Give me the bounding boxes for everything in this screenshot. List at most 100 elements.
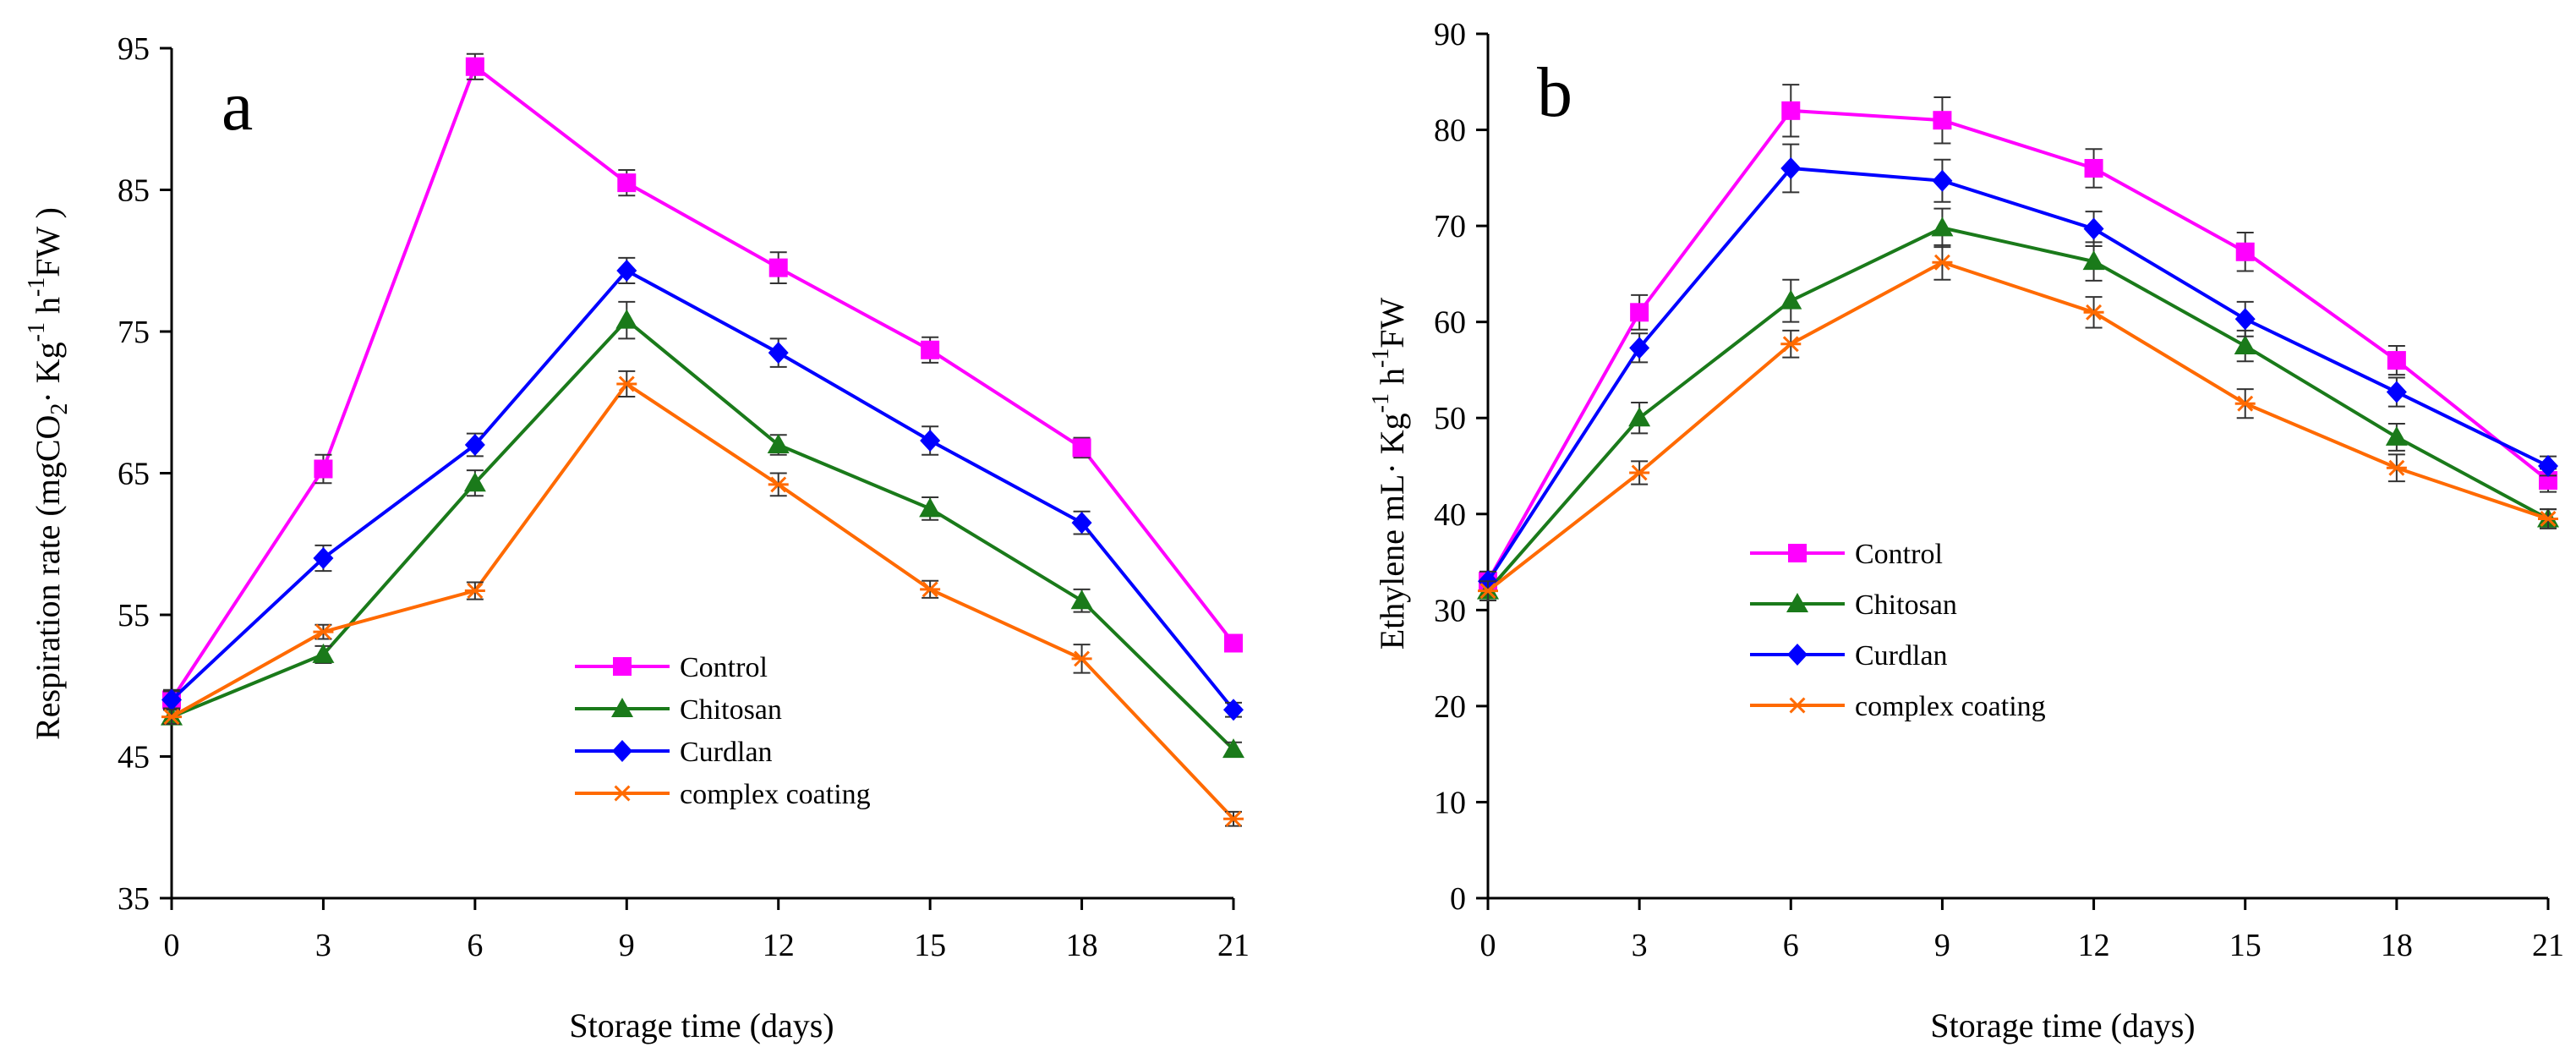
panel-a-series-control-line xyxy=(170,63,1235,701)
panel-a-series-complex-coating-point xyxy=(464,583,485,599)
panel-b-series-chitosan-point xyxy=(2082,250,2105,271)
panel-a-series-control-point xyxy=(314,459,333,479)
panel-b-series-control-point xyxy=(1781,101,1801,120)
panel-b-legend-label: Chitosan xyxy=(1855,589,1957,621)
panel-b-series-chitosan-point xyxy=(1780,289,1802,310)
panel-a-series-curdlan-point xyxy=(464,434,485,456)
panel-b-series-control-point xyxy=(2235,242,2255,261)
panel-a-x-tick-label: 6 xyxy=(467,928,483,963)
panel-b-series-curdlan-point xyxy=(2386,381,2407,403)
panel-a-legend-label: Control xyxy=(680,652,768,683)
panel-a-series-complex-coating-point xyxy=(161,709,182,726)
panel-a-y-tick-label: 75 xyxy=(118,315,150,350)
panel-b-y-tick-label: 10 xyxy=(1434,785,1466,820)
panel-b-x-tick-label: 9 xyxy=(1934,928,1950,963)
panel-a-series-complex-coating-point xyxy=(920,581,941,598)
panel-a-series-control-point xyxy=(465,57,484,76)
panel-b-series-complex-coating-line xyxy=(1486,260,2549,593)
panel-b-series-curdlan-point xyxy=(1932,169,1953,192)
panel-a-series-curdlan-line xyxy=(170,268,1235,711)
panel-a-series-control xyxy=(162,52,1243,711)
panel-a-legend-item: Chitosan xyxy=(575,694,782,726)
panel-a-legend-item: complex coating xyxy=(575,779,871,810)
panel-a-x-axis-title: Storage time (days) xyxy=(569,1006,834,1044)
panel-a-series-chitosan-point xyxy=(463,472,486,492)
panel-b-series-curdlan-point xyxy=(2234,308,2256,331)
panel-a-series-complex-coating xyxy=(161,370,1244,827)
panel-a-series-control-point xyxy=(617,173,637,193)
panel-b-series-curdlan-point xyxy=(1780,156,1802,179)
panel-a-series-curdlan-point xyxy=(1223,699,1244,721)
panel-a-legend: Control Chitosan Curdlan complex coating xyxy=(575,652,871,810)
panel-a-x-tick-label: 18 xyxy=(1066,928,1098,963)
panel-a-series-complex-coating-point xyxy=(1223,810,1244,827)
panel-b-legend-item: complex coating xyxy=(1750,691,2046,722)
panel-b-legend-marker xyxy=(1788,544,1807,562)
panel-b-series-chitosan-point xyxy=(2385,425,2408,446)
panel-b-legend-item: Curdlan xyxy=(1750,640,1948,672)
panel-a-series-curdlan-point xyxy=(768,342,789,365)
panel-a-x-tick-label: 12 xyxy=(763,928,795,963)
panel-a-label: a xyxy=(222,67,253,145)
panel-b-series-complex-coating-point xyxy=(2538,510,2558,527)
panel-a-legend-marker xyxy=(612,740,632,762)
panel-b-y-tick-label: 60 xyxy=(1434,305,1466,341)
panel-b-y-tick-label: 50 xyxy=(1434,401,1466,436)
panel-a-series-control-point xyxy=(768,258,788,277)
panel-a-legend-marker xyxy=(611,698,633,717)
panel-b-series-control-point xyxy=(2084,158,2103,178)
panel-a-series-control-point xyxy=(1224,633,1243,653)
panel-b-x-tick-label: 15 xyxy=(2229,928,2262,963)
panel-a-series-control-point xyxy=(1072,438,1091,458)
panel-a-series-complex-coating-point xyxy=(1071,650,1092,667)
panel-a-legend-marker xyxy=(613,657,632,676)
panel-a: a Storage time (days) Respiration rate (… xyxy=(24,31,1250,1044)
panel-b-legend-marker xyxy=(1787,644,1808,666)
panel-b-legend: Control Chitosan Curdlan complex coating xyxy=(1750,539,2046,722)
panel-b-series-complex-coating-point xyxy=(1629,464,1650,481)
panel-a-series-complex-coating-point xyxy=(616,376,637,392)
panel-b-series-complex-coating-point xyxy=(2386,459,2407,476)
panel-b-series-chitosan-point xyxy=(1931,217,1954,237)
panel-b-x-tick-label: 0 xyxy=(1480,928,1496,963)
panel-a-legend-label: Curdlan xyxy=(680,737,773,768)
panel-a-y-tick-label: 35 xyxy=(118,881,150,917)
panel-a-x-tick-label: 21 xyxy=(1217,928,1250,963)
panel-b-y-tick-label: 70 xyxy=(1434,209,1466,244)
panel-a-series-complex-coating-point xyxy=(313,623,334,640)
panel-b-y-tick-label: 30 xyxy=(1434,593,1466,628)
panel-b-label: b xyxy=(1537,53,1572,132)
panel-a-y-tick-label: 55 xyxy=(118,598,150,633)
panel-a-series-curdlan xyxy=(161,256,1244,721)
panel-b-legend-marker xyxy=(1787,697,1808,714)
panel-b-y-tick-label: 40 xyxy=(1434,497,1466,533)
panel-b: b Storage time (days) Ethylene mL· Kg-1 … xyxy=(1368,17,2564,1044)
panel-b-series-curdlan-line xyxy=(1486,166,2549,583)
panel-b-series-control-line xyxy=(1486,108,2550,583)
panel-b-x-tick-label: 3 xyxy=(1632,928,1648,963)
panel-a-y-tick-label: 95 xyxy=(118,31,150,67)
panel-a-series-chitosan-point xyxy=(767,434,790,453)
panel-a-series-curdlan-point xyxy=(313,547,334,569)
panel-b-series-complex-coating-point xyxy=(2234,395,2256,412)
panel-b-series-complex-coating-point xyxy=(1780,336,1802,353)
panel-a-legend-item: Control xyxy=(575,652,768,683)
panel-a-series-complex-coating-point xyxy=(768,476,789,493)
panel-b-series-curdlan-point xyxy=(2538,455,2558,477)
panel-b-y-tick-label: 0 xyxy=(1450,881,1466,917)
panel-a-series-chitosan-point xyxy=(1222,738,1244,759)
panel-a-x-tick-label: 15 xyxy=(914,928,946,963)
panel-a-legend-item: Curdlan xyxy=(575,737,773,768)
panel-b-x-tick-label: 21 xyxy=(2532,928,2564,963)
panel-a-x-tick-label: 3 xyxy=(315,928,331,963)
panel-b-legend-label: Curdlan xyxy=(1855,640,1948,672)
panel-b-series-control xyxy=(1479,84,2557,592)
panel-b-series-curdlan-point xyxy=(1629,337,1650,359)
panel-a-series-chitosan-point xyxy=(919,497,942,518)
panel-b-x-tick-label: 6 xyxy=(1783,928,1799,963)
panel-b-y-tick-label: 80 xyxy=(1434,113,1466,149)
panel-a-series-curdlan-point xyxy=(920,429,941,452)
panel-a-series-chitosan-point xyxy=(312,643,335,663)
panel-b-y-axis-title: Ethylene mL· Kg-1 h-1FW xyxy=(1368,297,1411,650)
